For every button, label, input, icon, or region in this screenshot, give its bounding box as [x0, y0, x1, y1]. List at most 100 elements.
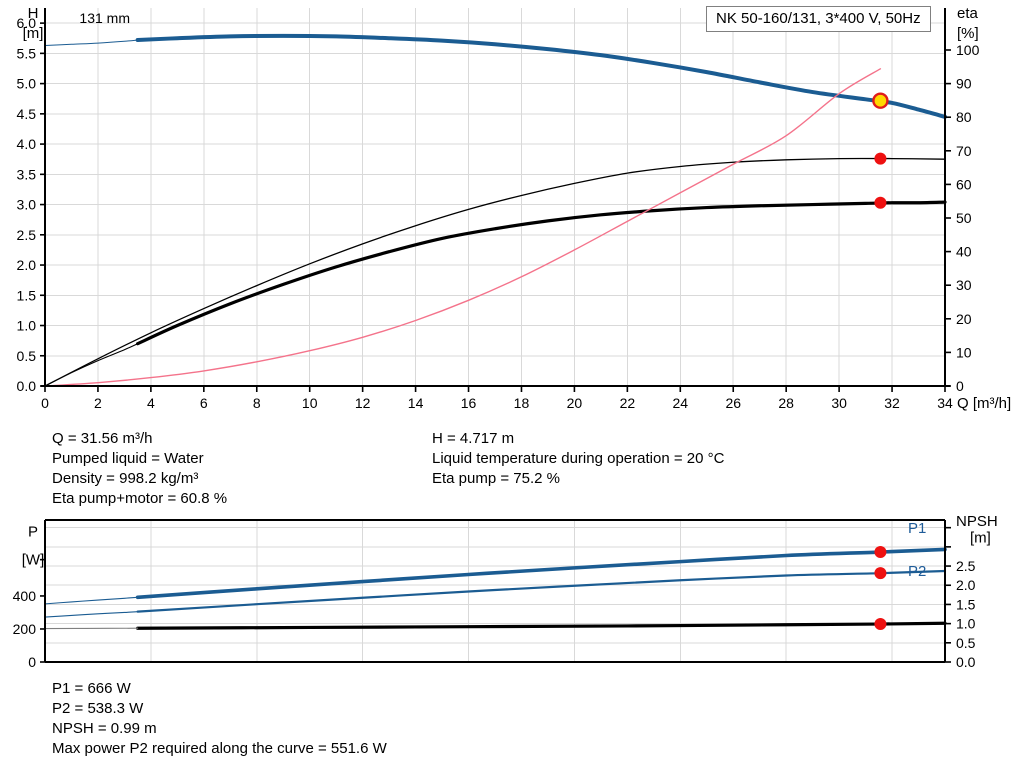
right-axis-tick-label: 1.5 [956, 596, 976, 612]
duty-right-line-1: Liquid temperature during operation = 20… [432, 450, 725, 467]
head-efficiency-chart: 0.0 0.5 1.0 1.5 2.0 2.5 3.0 3.5 4.0 4.5 5.0 5.5 6.0 0… [17, 5, 1012, 412]
curve-p2-thin-extension [44, 611, 139, 618]
left-axis-tick-label: 0.5 [17, 348, 37, 364]
right-axis-tick-label: 100 [956, 42, 980, 58]
right-axis-tick-label: 50 [956, 210, 972, 226]
left-axis-tick-label: 4.0 [17, 136, 37, 152]
left-axis-unit: [W] [22, 552, 45, 569]
x-axis-title: Q [m³/h] [957, 395, 1011, 412]
curve-npsh-upper-thin- [44, 157, 946, 387]
right-axis-tick-label: 30 [956, 277, 972, 293]
left-axis-tick-label: 5.0 [17, 76, 37, 92]
bottom-chart-axis-titles: P [W] NPSH[m] [22, 515, 998, 569]
top-chart-axes [41, 8, 950, 387]
right-axis-tick-label: 70 [956, 143, 972, 159]
left-axis-tick-label: 0.0 [17, 378, 37, 394]
curve-npsh-lower-thin-extension [44, 343, 139, 387]
right-axis-tick-label: 60 [956, 176, 972, 192]
x-axis-tick-label: 2 [94, 395, 102, 411]
left-axis-tick-label: 0 [28, 654, 36, 670]
right-axis-unit: [m] [970, 529, 991, 546]
duty-point-npsh-lower[interactable] [874, 196, 887, 209]
right-axis-tick-label: 80 [956, 109, 972, 125]
duty-point-npsh[interactable] [874, 618, 887, 631]
duty-left-line-0: Q = 31.56 m³/h [52, 430, 153, 447]
x-axis-tick-label: 20 [567, 395, 583, 411]
x-axis-tick-label: 0 [41, 395, 49, 411]
left-axis-title: P [28, 524, 38, 541]
top-chart-axis-titles: H [m] eta [%] Q [m³/h] [23, 5, 1012, 412]
duty-info-left: Q = 31.56 m³/h Pumped liquid = Water Densi… [52, 429, 227, 509]
x-axis-tick-label: 32 [884, 395, 900, 411]
duty-right-line-0: H = 4.717 m [432, 430, 515, 447]
bottom-chart-markers [874, 546, 887, 631]
x-axis-tick-label: 26 [725, 395, 741, 411]
x-axis-tick-label: 28 [778, 395, 794, 411]
curve-head-131-mm-impeller- [135, 33, 947, 119]
curve-p2 [136, 569, 947, 613]
bottom-chart-curves [44, 547, 947, 630]
bottom-chart-gridlines [45, 520, 945, 662]
duty-point-p2[interactable] [874, 567, 887, 580]
top-chart-markers [872, 92, 889, 209]
bottom-chart-ticks: 0 200 400 0.0 0.5 1.0 1.5 2.0 2.5 [13, 526, 976, 670]
curve-efficiency-eta [44, 68, 882, 387]
left-axis-tick-label: 3.5 [17, 166, 37, 182]
p2-curve-label: P2 [908, 563, 926, 580]
model-title-box: NK 50-160/131, 3*400 V, 50Hz [706, 6, 931, 32]
left-axis-tick-label: 400 [13, 588, 37, 604]
duty-point-head[interactable] [872, 92, 889, 109]
top-chart-gridlines [45, 8, 946, 386]
model-title-text: NK 50-160/131, 3*400 V, 50Hz [716, 10, 921, 27]
right-axis-tick-label: 20 [956, 311, 972, 327]
p1-curve-label: P1 [908, 520, 926, 537]
left-axis-tick-label: 5.5 [17, 45, 37, 61]
right-axis-title: NPSH [956, 515, 998, 530]
left-axis-tick-label: 1.5 [17, 287, 37, 303]
left-axis-unit: [m] [23, 25, 44, 42]
left-axis-tick-label: 1.0 [17, 318, 37, 334]
x-axis-tick-label: 34 [937, 395, 953, 411]
x-axis-tick-label: 4 [147, 395, 155, 411]
duty-left-line-2: Density = 998.2 kg/m³ [52, 470, 199, 487]
curve-p1 [135, 547, 947, 600]
right-axis-tick-label: 2.0 [956, 577, 976, 593]
duty-left-line-3: Eta pump+motor = 60.8 % [52, 490, 228, 507]
x-axis-tick-label: 22 [620, 395, 636, 411]
duty-left-line-1: Pumped liquid = Water [52, 450, 204, 467]
left-axis-tick-label: 6.0 [17, 15, 37, 31]
left-axis-tick-label: 3.0 [17, 197, 37, 213]
power-info-line-2: NPSH = 0.99 m [52, 720, 157, 737]
right-axis-tick-label: 1.0 [956, 616, 976, 632]
power-info-line-0: P1 = 666 W [52, 680, 131, 697]
x-axis-tick-label: 8 [253, 395, 261, 411]
x-axis-tick-label: 10 [302, 395, 318, 411]
curve-head-thin-extension-low-flow- [44, 39, 139, 46]
curve-npsh-lower-thick- [136, 200, 947, 346]
duty-point-npsh-upper[interactable] [874, 152, 887, 165]
right-axis-tick-label: 10 [956, 344, 972, 360]
right-axis-tick-label: 40 [956, 244, 972, 260]
right-axis-tick-label: 0.5 [956, 635, 976, 651]
power-npsh-chart: 0 200 400 0.0 0.5 1.0 1.5 2.0 2.5 P [W] NPSH[m] P1 P2 [13, 515, 998, 670]
right-axis-tick-label: 90 [956, 76, 972, 92]
impeller-diameter-label: 131 mm [79, 10, 130, 26]
power-info-line-1: P2 = 538.3 W [52, 700, 144, 717]
x-axis-tick-label: 18 [514, 395, 530, 411]
duty-right-line-2: Eta pump = 75.2 % [432, 470, 560, 487]
curve-npsh [136, 621, 947, 630]
x-axis-tick-label: 16 [461, 395, 477, 411]
x-axis-tick-label: 6 [200, 395, 208, 411]
right-axis-tick-label: 0 [956, 378, 964, 394]
duty-point-p1[interactable] [874, 546, 887, 559]
right-axis-unit: [%] [957, 25, 979, 42]
left-axis-tick-label: 2.5 [17, 227, 37, 243]
top-chart-curves [44, 33, 947, 387]
right-axis-title: eta [957, 5, 979, 22]
x-axis-tick-label: 30 [831, 395, 847, 411]
left-axis-title: H [28, 5, 39, 22]
x-axis-tick-label: 12 [355, 395, 371, 411]
power-info-block: P1 = 666 W P2 = 538.3 W NPSH = 0.99 m Max p… [52, 679, 387, 759]
left-axis-tick-label: 2.0 [17, 257, 37, 273]
